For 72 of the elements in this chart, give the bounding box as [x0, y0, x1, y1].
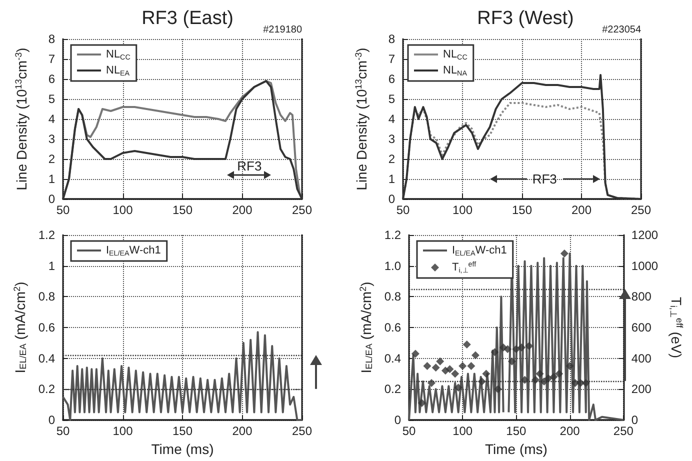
- y2-tick-label: 1000: [631, 258, 658, 273]
- x-axis-title: Time (ms): [484, 441, 548, 457]
- x-tick-label: 100: [112, 203, 134, 217]
- x-tick-label: 250: [292, 424, 312, 438]
- x-tick-label: 100: [452, 203, 473, 217]
- y-tick-label: 0.2: [384, 382, 402, 396]
- x-tick-label: 50: [56, 203, 70, 217]
- y-tick-label: 1.2: [38, 228, 56, 242]
- y-tick-label: 8: [388, 32, 396, 46]
- annotation: RF3: [237, 158, 262, 174]
- y-axis-title: Line Density (1013cm-3): [14, 48, 30, 190]
- y-tick-label: 4: [388, 112, 396, 126]
- annotation: RF3: [532, 172, 557, 186]
- x-tick-label: 50: [396, 203, 410, 217]
- y-tick-label: 7: [388, 52, 396, 66]
- y2-tick-label: 800: [631, 290, 652, 304]
- x-tick-label: 150: [512, 203, 532, 217]
- y-tick-label: 6: [388, 72, 396, 86]
- y-tick-label: 0.6: [38, 320, 56, 334]
- y-tick-label: 0.6: [384, 320, 402, 334]
- y-tick-label: 0: [48, 192, 56, 206]
- x-tick-label: 150: [506, 424, 527, 438]
- y2-tick-label: 400: [631, 351, 652, 366]
- x-tick-label: 100: [112, 424, 134, 438]
- text: #219180: [263, 24, 302, 36]
- x-tick-label: 200: [232, 203, 253, 217]
- y-tick-label: 1: [48, 172, 56, 186]
- chart-title: RF3 (West): [477, 8, 574, 29]
- x-tick-label: 250: [630, 203, 652, 217]
- chart-title: RF3 (East): [142, 8, 234, 29]
- y-axis-title: IEL/EA (mA/cm2): [12, 282, 28, 374]
- y-tick-label: 0.8: [384, 290, 402, 304]
- y2-axis-title: Ti,⊥eff (eV): [668, 296, 684, 358]
- y2-tick-label: 200: [631, 382, 652, 396]
- y-tick-label: 0: [48, 413, 56, 427]
- y-tick-label: 1.0: [384, 258, 402, 273]
- x-tick-label: 200: [560, 424, 580, 438]
- text: #223054: [602, 24, 642, 36]
- x-tick-label: 50: [56, 424, 70, 438]
- x-tick-label: 250: [613, 424, 634, 438]
- y-tick-label: 1.2: [384, 228, 402, 242]
- y-tick-label: 6: [48, 72, 56, 86]
- x-tick-label: 200: [232, 424, 253, 438]
- y-tick-label: 4: [48, 112, 56, 126]
- y-tick-label: 0.8: [38, 290, 56, 304]
- y-tick-label: 0: [388, 192, 396, 206]
- y2-tick-label: 0: [631, 413, 638, 427]
- y-tick-label: 3: [48, 132, 56, 146]
- y-tick-label: 0.4: [384, 351, 402, 366]
- y-tick-label: 2: [48, 152, 56, 166]
- x-axis-title: Time (ms): [151, 441, 214, 457]
- x-tick-label: 150: [172, 424, 193, 438]
- y-tick-label: 8: [48, 32, 56, 46]
- y-tick-label: 0.2: [38, 382, 56, 396]
- y-tick-label: 3: [388, 132, 396, 146]
- y-axis-title: Line Density (1013cm-3): [354, 48, 370, 190]
- y2-tick-label: 1200: [631, 228, 658, 242]
- x-tick-label: 100: [452, 424, 473, 438]
- y-tick-label: 7: [48, 52, 56, 66]
- x-tick-label: 150: [172, 203, 193, 217]
- y-tick-label: 1: [388, 172, 396, 186]
- y-tick-label: 5: [388, 92, 396, 106]
- y-tick-label: 0.4: [38, 351, 56, 366]
- y2-tick-label: 600: [631, 320, 652, 334]
- y-tick-label: 1: [48, 258, 56, 273]
- y-axis-title: IEL/EA (mA/cm2): [358, 282, 374, 374]
- x-tick-label: 50: [402, 424, 416, 438]
- x-tick-label: 250: [292, 203, 312, 217]
- x-tick-label: 200: [571, 203, 592, 217]
- y-tick-label: 0: [394, 413, 402, 427]
- y-tick-label: 2: [388, 152, 396, 166]
- y-tick-label: 5: [48, 92, 56, 106]
